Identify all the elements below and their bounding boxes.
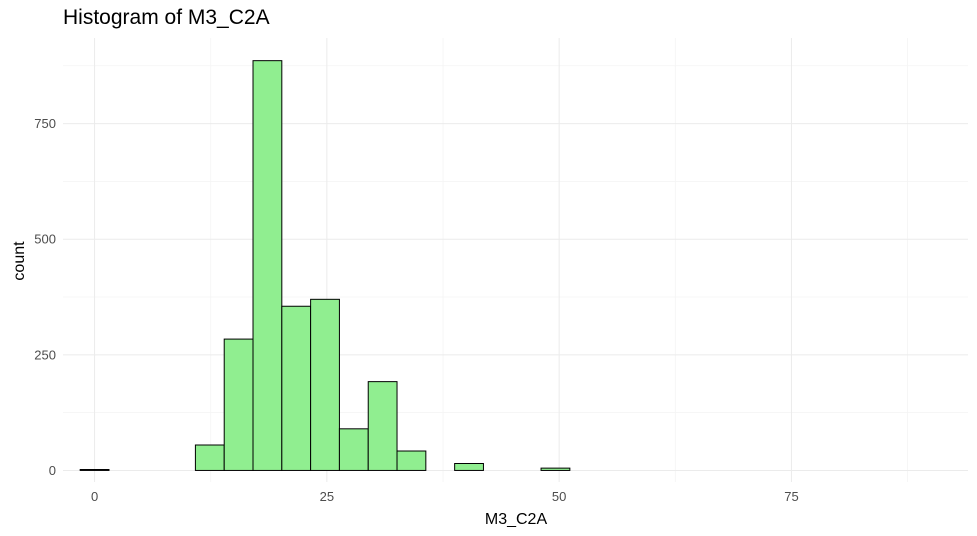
histogram-bar — [310, 298, 340, 471]
histogram-bar — [281, 305, 312, 471]
y-tick-label: 750 — [34, 116, 56, 131]
histogram-bar — [396, 450, 427, 471]
histogram-bar — [540, 467, 571, 471]
grid-layer — [63, 38, 968, 482]
chart-title: Histogram of M3_C2A — [63, 6, 270, 29]
y-tick-label: 0 — [49, 463, 56, 478]
y-tick-label: 250 — [34, 347, 56, 362]
x-tick-label: 25 — [320, 489, 334, 504]
bars-layer — [79, 60, 571, 471]
histogram-bar — [338, 428, 369, 471]
y-axis-title: count — [11, 241, 28, 281]
histogram-bar — [194, 444, 225, 471]
x-axis-ticks: 0 25 50 75 — [91, 489, 799, 504]
histogram-bar — [223, 338, 254, 471]
histogram-bar — [252, 60, 283, 471]
histogram-bar — [454, 463, 484, 471]
histogram-bar — [79, 469, 110, 471]
x-tick-label: 50 — [552, 489, 566, 504]
x-axis-title: M3_C2A — [485, 511, 548, 528]
y-tick-label: 500 — [34, 232, 56, 247]
y-axis-ticks: 0 250 500 750 — [34, 116, 56, 478]
x-tick-label: 75 — [784, 489, 798, 504]
x-tick-label: 0 — [91, 489, 98, 504]
histogram-bar — [367, 381, 398, 471]
